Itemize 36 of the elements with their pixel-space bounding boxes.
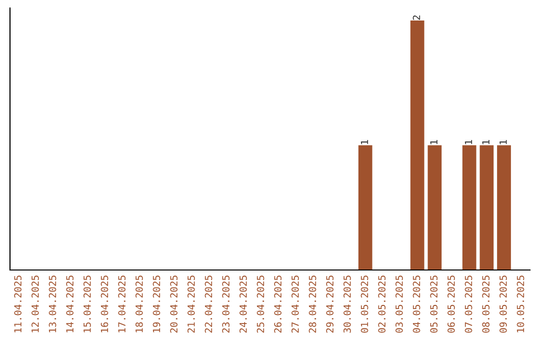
x-tick-label: 27.04.2025 [291,276,299,333]
x-tick-label: 20.04.2025 [170,276,178,333]
x-tick-label: 11.04.2025 [14,276,22,332]
data-label: 1 [500,140,507,144]
data-label: 1 [360,140,368,144]
x-tick-label: 04.05.2025 [412,276,420,333]
x-tick-label: 07.05.2025 [464,276,472,333]
x-tick-label: 09.05.2025 [499,276,507,333]
x-tick-label: 26.04.2025 [274,276,282,333]
x-tick-label: 30.04.2025 [343,276,351,333]
data-label: 1 [464,140,472,144]
data-label: 2 [412,15,420,20]
x-tick-label: 01.05.2025 [360,276,368,333]
x-tick-label: 23.04.2025 [222,276,230,333]
x-tick-label: 28.04.2025 [308,276,316,333]
x-tick-label: 10.05.2025 [516,276,524,332]
x-tick-label: 24.04.2025 [239,276,247,333]
x-tick-label: 05.05.2025 [430,276,438,333]
x-tick-label: 15.04.2025 [83,276,91,332]
x-tick-label: 21.04.2025 [187,276,195,333]
x-tick-label: 02.05.2025 [378,276,386,333]
x-tick-label: 03.05.2025 [395,276,403,333]
x-tick-label: 19.04.2025 [152,276,160,332]
data-label: 1 [430,140,438,144]
x-tick-label: 17.04.2025 [118,276,126,332]
x-tick-label: 08.05.2025 [482,276,490,333]
x-tick-label: 06.05.2025 [447,276,455,333]
x-tick-label: 13.04.2025 [48,276,56,332]
x-tick-label: 12.04.2025 [31,276,39,332]
x-tick-label: 25.04.2025 [256,276,264,333]
x-tick-label: 16.04.2025 [100,276,108,332]
x-tick-label: 14.04.2025 [66,276,74,332]
x-tick-label: 22.04.2025 [204,276,212,333]
x-tick-label: 29.04.2025 [326,276,334,333]
data-label: 1 [482,140,490,144]
x-tick-label: 18.04.2025 [135,276,143,332]
